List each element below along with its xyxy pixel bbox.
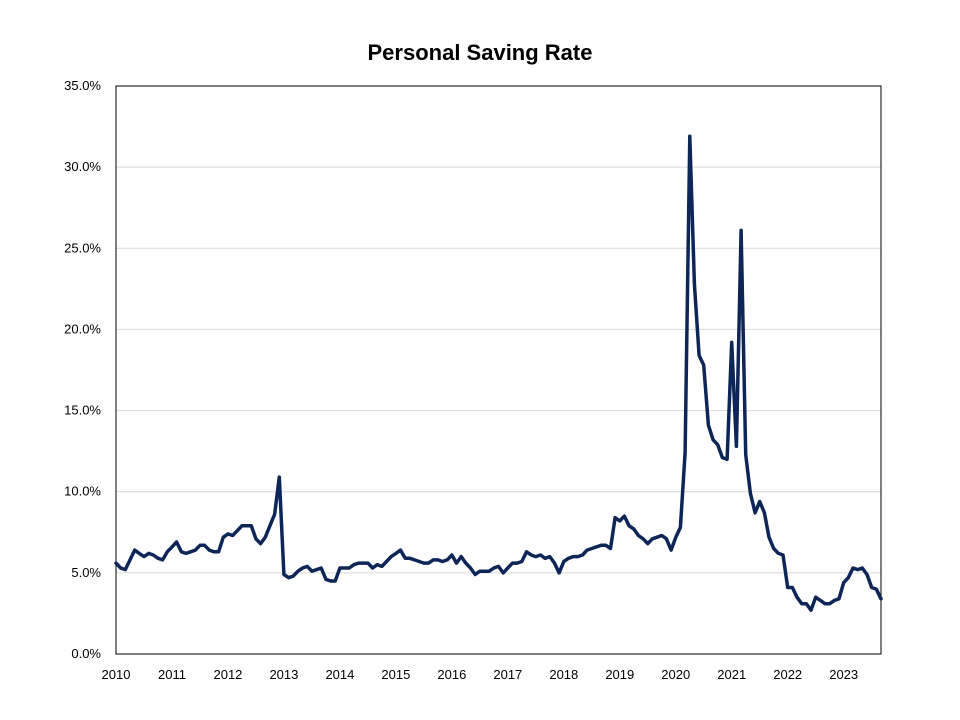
x-tick-label: 2017 (493, 667, 522, 682)
x-tick-label: 2018 (549, 667, 578, 682)
series-layer (114, 134, 883, 612)
y-tick-label: 25.0% (64, 240, 101, 255)
x-tick-label: 2015 (381, 667, 410, 682)
x-tick-label: 2010 (102, 667, 131, 682)
x-tick-label: 2011 (158, 667, 186, 682)
chart-title: Personal Saving Rate (367, 40, 593, 65)
x-tick-label: 2020 (661, 667, 690, 682)
y-tick-label: 30.0% (64, 159, 101, 174)
x-tick-label: 2019 (605, 667, 634, 682)
x-tick-label: 2013 (269, 667, 298, 682)
x-tick-label: 2023 (829, 667, 858, 682)
x-tick-label: 2014 (325, 667, 354, 682)
gridlines (116, 166, 881, 574)
plot-area-frame (115, 85, 882, 655)
x-tick-label: 2012 (213, 667, 242, 682)
y-tick-label: 0.0% (71, 646, 101, 661)
x-tick-label: 2022 (773, 667, 802, 682)
x-tick-label: 2021 (717, 667, 746, 682)
y-axis-ticks: 0.0% 5.0% 10.0% 15.0% 20.0% 25.0% 30.0% 35.0% (64, 78, 101, 661)
y-tick-label: 15.0% (64, 403, 101, 418)
y-tick-label: 5.0% (71, 565, 101, 580)
y-tick-label: 10.0% (64, 484, 101, 499)
y-tick-label: 20.0% (64, 321, 101, 336)
series-line (114, 134, 883, 612)
x-axis-ticks: 2010 2011 2012 2013 2014 2015 2016 2017 2018 2019… (102, 667, 859, 682)
y-tick-label: 35.0% (64, 78, 101, 93)
x-tick-label: 2016 (437, 667, 466, 682)
